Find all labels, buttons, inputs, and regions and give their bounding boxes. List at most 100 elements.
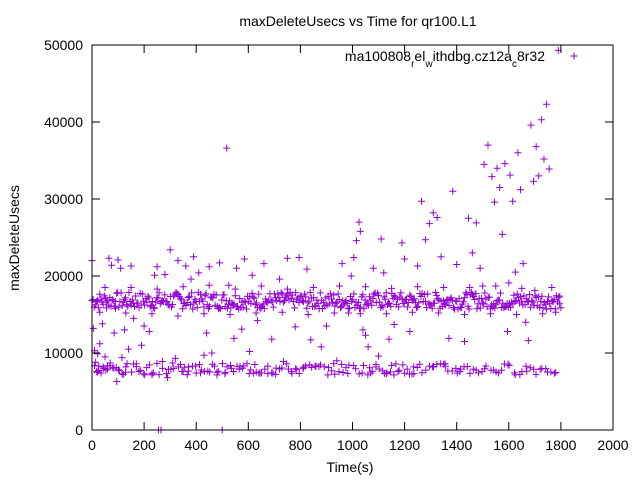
data-point: [410, 295, 418, 303]
data-point: [125, 288, 133, 296]
data-point: [240, 362, 248, 370]
data-point: [529, 298, 537, 306]
data-point: [295, 254, 303, 262]
data-point: [223, 363, 231, 371]
data-point: [510, 291, 518, 299]
data-point: [174, 312, 182, 320]
data-point: [548, 284, 556, 292]
data-point: [545, 165, 553, 173]
data-point: [302, 293, 310, 301]
data-point: [320, 363, 328, 371]
data-point: [216, 304, 224, 312]
data-point: [94, 297, 102, 305]
data-point: [149, 369, 157, 377]
data-point: [170, 364, 178, 372]
data-point: [379, 303, 387, 311]
data-point: [372, 361, 380, 369]
data-point: [205, 281, 213, 289]
data-point: [476, 264, 484, 272]
data-point: [209, 294, 217, 302]
data-point: [212, 291, 220, 299]
data-point: [128, 296, 136, 304]
data-point: [490, 198, 498, 206]
data-point: [505, 361, 513, 369]
data-point: [117, 264, 125, 272]
data-point: [410, 370, 418, 378]
data-point: [257, 282, 265, 290]
data-point: [495, 296, 503, 304]
data-point: [535, 172, 543, 180]
data-point: [330, 291, 338, 299]
data-point: [472, 219, 480, 227]
data-point: [317, 361, 325, 369]
data-point: [101, 284, 109, 292]
data-point: [179, 305, 187, 313]
data-point: [496, 289, 504, 297]
data-point: [390, 292, 398, 300]
x-tick-label: 1800: [545, 437, 576, 453]
data-point: [226, 311, 234, 318]
data-point: [229, 368, 237, 376]
data-point: [151, 271, 159, 279]
data-point: [213, 371, 221, 379]
data-point: [136, 366, 144, 374]
data-point: [97, 295, 105, 303]
x-tick-label: 0: [88, 437, 96, 453]
data-point: [182, 301, 190, 309]
data-point: [362, 283, 370, 291]
plot-frame: [91, 44, 614, 431]
data-point: [171, 354, 179, 362]
data-point: [395, 303, 403, 311]
data-point: [496, 183, 504, 191]
data-point: [122, 294, 130, 302]
data-point: [380, 269, 388, 277]
data-point: [304, 299, 312, 307]
data-point: [230, 334, 238, 342]
data-point: [416, 360, 424, 368]
data-point: [347, 272, 355, 280]
data-point: [324, 364, 332, 372]
data-point: [382, 289, 390, 297]
data-point: [449, 187, 457, 195]
data-point: [316, 289, 324, 297]
data-point: [162, 370, 170, 378]
data-point: [484, 141, 492, 149]
data-point: [517, 186, 525, 194]
data-point: [203, 329, 211, 337]
axis-ticks: 0 200 400 600 800 1000 1200 1400 1600 1800 2000010…: [44, 37, 629, 453]
data-point: [292, 289, 300, 297]
data-point: [206, 368, 214, 376]
x-tick-label: 200: [132, 437, 156, 453]
data-point: [364, 371, 372, 379]
y-axis-label: maxDeleteUsecs: [6, 185, 22, 291]
data-point: [114, 256, 122, 264]
data-point: [542, 365, 550, 373]
data-point: [150, 304, 158, 312]
data-point: [536, 365, 544, 373]
data-point: [392, 360, 400, 368]
data-point: [537, 116, 545, 124]
x-tick-label: 1200: [389, 437, 420, 453]
y-tick-label: 10000: [44, 345, 83, 361]
data-point: [153, 285, 161, 293]
data-point: [143, 298, 151, 306]
data-point: [342, 296, 350, 304]
data-point: [382, 310, 390, 318]
data-point: [204, 367, 212, 375]
data-point: [218, 360, 226, 368]
data-point: [335, 282, 343, 290]
data-point: [132, 292, 140, 300]
data-point: [466, 284, 474, 292]
data-point: [322, 322, 330, 330]
data-point: [153, 263, 161, 271]
data-point: [161, 270, 169, 278]
data-point: [145, 361, 153, 369]
data-point: [414, 283, 422, 291]
data-point: [476, 304, 484, 312]
data-point: [397, 289, 405, 297]
data-point: [355, 370, 363, 378]
data-point: [498, 230, 506, 238]
data-point: [110, 329, 118, 337]
legend-label-part: r: [411, 59, 415, 70]
data-point: [161, 291, 169, 299]
